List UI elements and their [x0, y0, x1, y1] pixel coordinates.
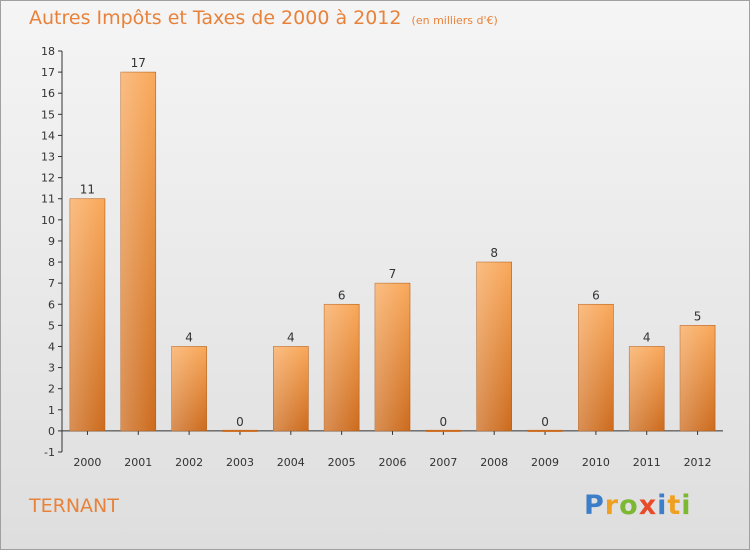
- proxiti-logo: Proxiti: [584, 490, 692, 521]
- y-tick-label: 6: [48, 298, 55, 311]
- data-label: 0: [236, 415, 244, 429]
- x-tick-label: 2002: [175, 456, 203, 469]
- data-label: 6: [338, 288, 346, 302]
- bar-highlight: [578, 304, 614, 431]
- y-tick-label: 18: [41, 45, 55, 58]
- data-label: 11: [80, 183, 95, 197]
- y-tick-label: 9: [48, 235, 55, 248]
- chart-title: Autres Impôts et Taxes de 2000 à 2012 (e…: [29, 7, 498, 29]
- data-label: 8: [490, 246, 498, 260]
- y-tick-label: 0: [48, 425, 55, 438]
- y-tick-label: 4: [48, 340, 55, 353]
- bar: [222, 429, 258, 432]
- y-tick-label: 7: [48, 277, 55, 290]
- city-name: TERNANT: [29, 495, 119, 517]
- data-label: 0: [541, 415, 549, 429]
- logo-letter: r: [604, 490, 620, 521]
- logo-letter: x: [638, 490, 658, 521]
- x-tick-label: 2005: [328, 456, 356, 469]
- bar-highlight: [629, 346, 665, 431]
- x-tick-label: 2004: [277, 456, 305, 469]
- data-label: 7: [389, 267, 397, 281]
- value-labels: 11 17 4 0 4 6 7 0 8 0 6 4 5: [80, 56, 702, 429]
- y-tick-label: 2: [48, 383, 55, 396]
- data-label: 4: [643, 330, 651, 344]
- y-tick-label: 16: [41, 87, 55, 100]
- bar-highlight: [171, 346, 207, 431]
- x-tick-label: 2001: [124, 456, 152, 469]
- x-tick-label: 2010: [582, 456, 610, 469]
- x-tick-label: 2008: [480, 456, 508, 469]
- data-label: 17: [131, 56, 146, 70]
- y-tick-label: 15: [41, 108, 55, 121]
- y-tick-label: 5: [48, 319, 55, 332]
- x-tick-label: 2011: [633, 456, 661, 469]
- data-label: 5: [694, 309, 702, 323]
- bar-highlight: [476, 262, 512, 431]
- logo-letter: o: [619, 490, 639, 521]
- y-tick-label: 12: [41, 172, 55, 185]
- chart-title-text: Autres Impôts et Taxes de 2000 à 2012: [29, 7, 402, 29]
- y-tick-label: 11: [41, 193, 55, 206]
- logo-letter: i: [657, 490, 668, 521]
- y-tick-label: 3: [48, 362, 55, 375]
- data-label: 4: [185, 330, 193, 344]
- bar-highlight: [273, 346, 309, 431]
- data-label: 4: [287, 330, 295, 344]
- bar: [527, 429, 563, 432]
- bar-highlight: [69, 198, 105, 431]
- bar-highlight: [324, 304, 360, 431]
- y-tick-label: 14: [41, 129, 55, 142]
- y-tick-label: 17: [41, 66, 55, 79]
- x-tick-label: 2006: [379, 456, 407, 469]
- data-label: 6: [592, 288, 600, 302]
- logo-letter: P: [584, 490, 605, 521]
- x-tick-label: 2007: [429, 456, 457, 469]
- x-tick-label: 2003: [226, 456, 254, 469]
- logo-letter: i: [681, 490, 692, 521]
- bar-highlight: [375, 283, 410, 431]
- x-tick-label: 2009: [531, 456, 559, 469]
- bar-highlight: [120, 72, 156, 431]
- bars: [69, 71, 716, 432]
- bar: [425, 429, 461, 432]
- x-tick-label: 2012: [684, 456, 712, 469]
- y-tick-label: 13: [41, 151, 55, 164]
- y-tick-label: -1: [44, 446, 55, 459]
- logo-letter: t: [667, 490, 682, 521]
- data-label: 0: [440, 415, 448, 429]
- y-tick-label: 8: [48, 256, 55, 269]
- bar-highlight: [680, 325, 716, 431]
- chart-subtitle: (en milliers d'€): [411, 14, 498, 27]
- y-tick-label: 10: [41, 214, 55, 227]
- x-tick-label: 2000: [73, 456, 101, 469]
- y-tick-label: 1: [48, 404, 55, 417]
